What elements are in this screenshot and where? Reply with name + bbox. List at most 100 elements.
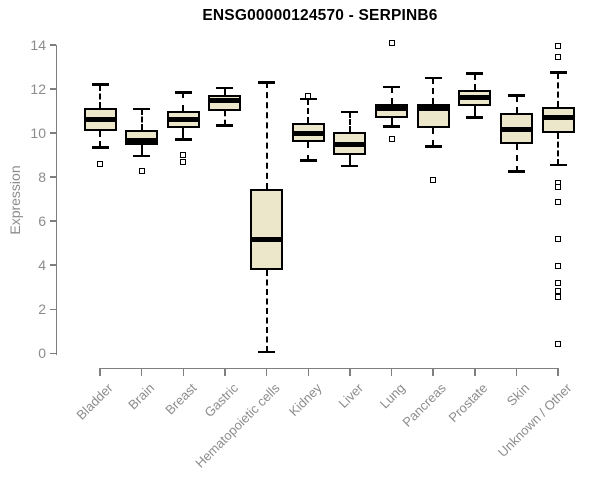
median-liver <box>333 141 367 147</box>
lower-whisker-skin <box>515 144 518 172</box>
lower-whisker-prostate <box>473 105 476 118</box>
outlier-kidney <box>305 92 312 99</box>
outlier-lung <box>388 39 395 46</box>
whisker-cap-high <box>549 71 567 74</box>
median-lung <box>375 106 409 112</box>
lower-whisker-lung <box>390 117 393 127</box>
upper-whisker-prostate <box>473 73 476 91</box>
y-tick <box>49 352 56 355</box>
outlier-unknown-other <box>555 263 562 270</box>
outlier-breast <box>180 158 187 165</box>
upper-whisker-kidney <box>307 98 310 124</box>
y-tick-label: 2 <box>38 301 46 318</box>
x-tick <box>140 369 143 376</box>
upper-whisker-pancreas <box>432 78 435 105</box>
whisker-cap-high <box>174 91 192 94</box>
whisker-cap-low <box>341 164 359 168</box>
x-tick-label-breast: Breast <box>162 380 200 418</box>
median-prostate <box>458 95 492 101</box>
upper-whisker-brain <box>140 108 143 130</box>
outlier-unknown-other <box>555 235 562 242</box>
x-tick-label-kidney: Kidney <box>285 380 325 420</box>
y-tick <box>49 176 56 178</box>
x-tick <box>349 369 351 376</box>
upper-whisker-gastric <box>223 87 226 95</box>
y-tick-label: 6 <box>38 213 46 230</box>
x-tick <box>265 369 268 376</box>
upper-whisker-liver <box>348 112 351 132</box>
upper-whisker-hematopoietic-cells <box>265 82 268 190</box>
y-tick <box>49 132 56 134</box>
whisker-cap-high <box>133 107 151 111</box>
upper-whisker-skin <box>515 95 518 114</box>
median-bladder <box>83 117 117 123</box>
x-tick <box>307 369 309 376</box>
lower-whisker-bladder <box>99 130 101 148</box>
median-skin <box>500 127 533 133</box>
lower-whisker-unknown-other <box>557 133 560 166</box>
outlier-unknown-other <box>555 184 562 191</box>
y-tick-label: 14 <box>30 37 46 54</box>
whisker-cap-low <box>424 145 442 148</box>
whisker-cap-low <box>299 159 317 162</box>
y-tick-label: 8 <box>38 169 46 186</box>
median-unknown-other <box>541 115 575 121</box>
lower-whisker-hematopoietic-cells <box>265 269 268 353</box>
whisker-cap-low <box>133 154 151 158</box>
outlier-unknown-other <box>555 54 562 61</box>
x-tick-label-unknown-other: Unknown / Other <box>494 380 575 460</box>
lower-whisker-pancreas <box>432 127 435 147</box>
whisker-cap-high <box>216 86 234 90</box>
outlier-unknown-other <box>555 199 562 206</box>
outlier-unknown-other <box>555 43 562 50</box>
x-tick <box>224 369 226 376</box>
median-gastric <box>208 97 242 103</box>
outlier-pancreas <box>430 177 437 184</box>
median-brain <box>125 138 159 144</box>
upper-whisker-bladder <box>99 84 101 108</box>
outlier-unknown-other <box>555 287 562 294</box>
upper-whisker-lung <box>390 86 393 105</box>
outlier-unknown-other <box>555 294 562 301</box>
chart-title: ENSG00000124570 - SERPINB6 <box>202 7 438 24</box>
x-tick-label-lung: Lung <box>376 380 408 412</box>
x-tick <box>432 369 434 376</box>
y-tick <box>49 44 56 46</box>
whisker-cap-low <box>216 124 234 127</box>
box-hematopoietic-cells <box>250 189 284 270</box>
whisker-cap-low <box>174 138 192 141</box>
x-tick-label-liver: Liver <box>335 380 366 411</box>
median-pancreas <box>416 106 450 112</box>
outlier-unknown-other <box>555 279 562 286</box>
x-axis-line <box>99 367 560 369</box>
whisker-cap-high <box>91 83 109 86</box>
median-hematopoietic-cells <box>250 237 284 243</box>
x-tick <box>557 369 559 376</box>
y-tick-label: 10 <box>30 125 46 142</box>
outlier-unknown-other <box>555 341 562 348</box>
x-tick <box>474 369 476 376</box>
whisker-cap-high <box>424 76 442 80</box>
median-kidney <box>291 130 325 136</box>
outlier-bladder <box>97 160 103 167</box>
lower-whisker-breast <box>182 127 185 140</box>
y-tick-label: 4 <box>38 257 46 274</box>
lower-whisker-brain <box>140 145 143 157</box>
upper-whisker-unknown-other <box>557 72 560 107</box>
y-axis-line <box>55 45 57 355</box>
upper-whisker-breast <box>182 92 185 112</box>
whisker-cap-high <box>299 97 317 101</box>
x-tick-label-bladder: Bladder <box>73 380 116 423</box>
y-tick-label: 0 <box>38 345 46 362</box>
x-tick <box>390 369 393 376</box>
y-tick <box>49 264 56 266</box>
whisker-cap-low <box>549 163 567 167</box>
whisker-cap-low <box>508 170 525 173</box>
whisker-cap-low <box>466 116 484 119</box>
x-tick-label-prostate: Prostate <box>445 380 491 426</box>
whisker-cap-high <box>383 85 401 89</box>
x-tick-label-skin: Skin <box>503 380 533 409</box>
y-tick-label: 12 <box>30 81 46 98</box>
lower-whisker-gastric <box>223 111 226 126</box>
